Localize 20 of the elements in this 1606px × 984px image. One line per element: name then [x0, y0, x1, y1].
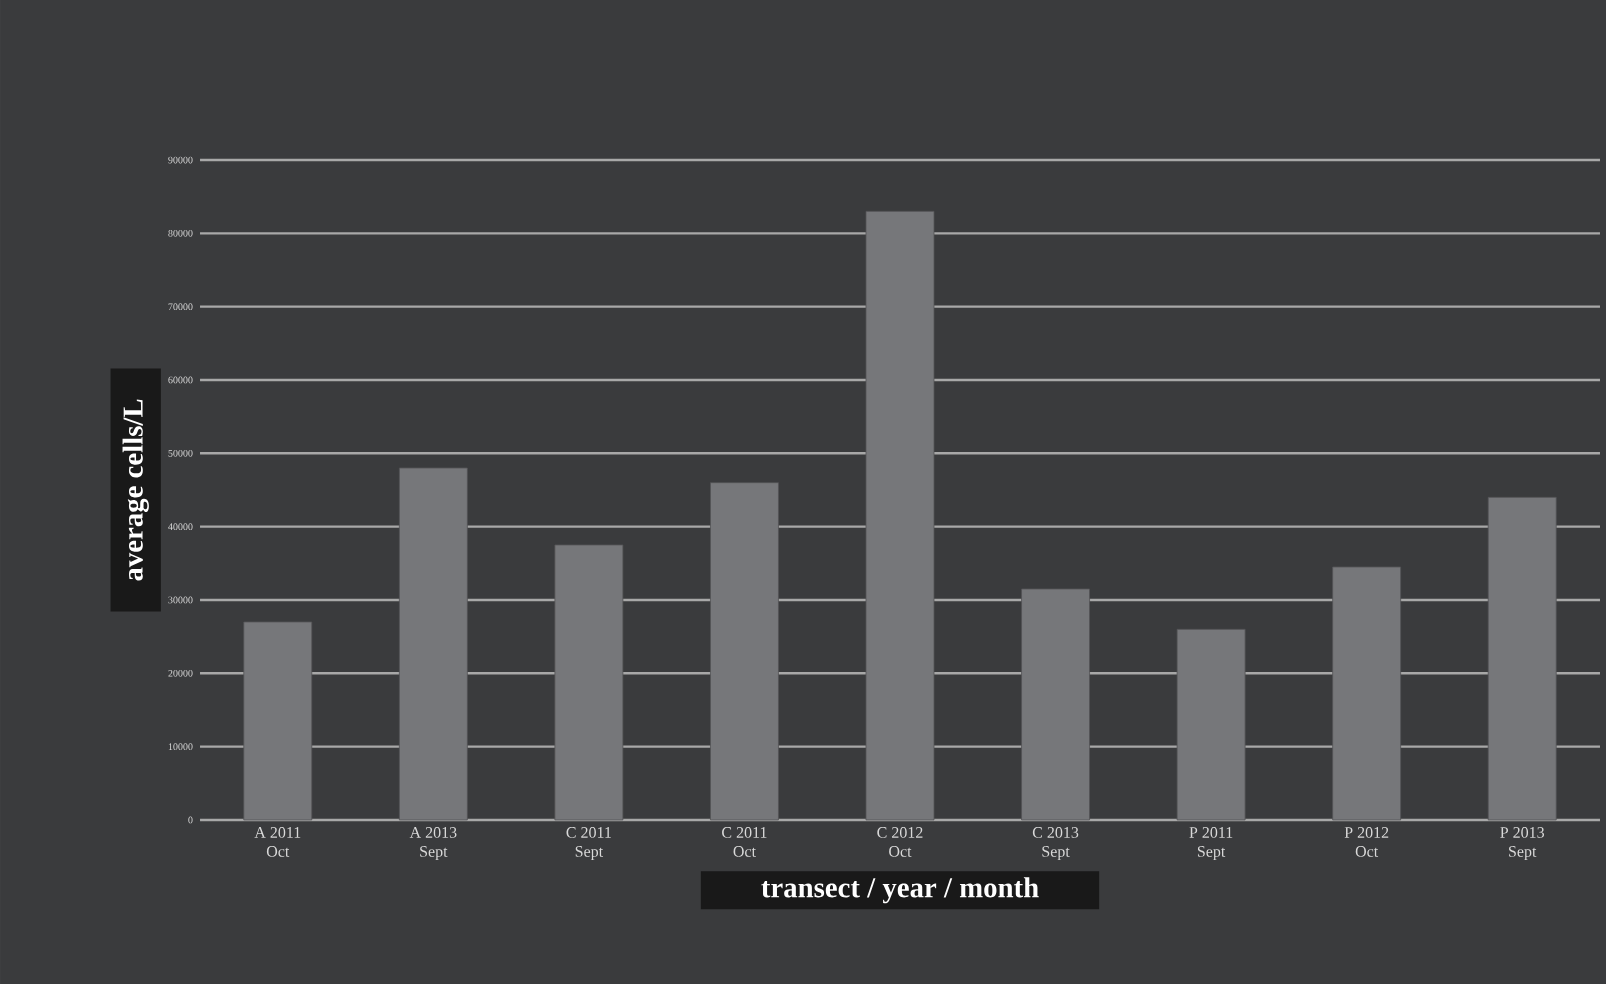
bar — [1176, 628, 1246, 821]
bar — [243, 621, 313, 821]
x-tick-label: C 2011 Oct — [722, 827, 767, 857]
x-tick-label: C 2012 Oct — [877, 827, 923, 857]
bar — [865, 210, 935, 821]
bar — [554, 544, 624, 821]
y-axis-title: average cells/L — [122, 399, 149, 581]
bar — [710, 482, 779, 821]
x-tick-label: A 2013 Sept — [409, 827, 457, 861]
x-tick-label: P 2012 Oct — [1344, 827, 1389, 857]
x-tick-label: P 2013 Sept — [1500, 827, 1545, 861]
x-axis-title: transect / year / month — [761, 877, 1039, 904]
x-tick-label: A 2011 Oct — [254, 827, 301, 857]
bar — [1332, 566, 1402, 821]
bar — [1021, 588, 1090, 821]
bar — [398, 467, 468, 821]
x-tick-label: C 2013 Sept — [1032, 827, 1079, 861]
x-tick-label: C 2011 Sept — [566, 827, 611, 861]
bar — [1487, 496, 1557, 821]
x-tick-label: P 2011 Sept — [1189, 827, 1233, 861]
